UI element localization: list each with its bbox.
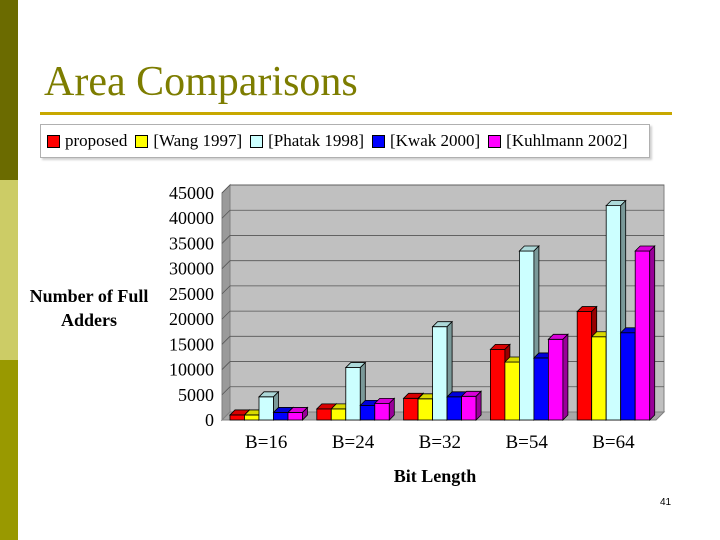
legend-swatch (250, 134, 264, 148)
x-tick-label: B=16 (245, 432, 287, 453)
y-tick-label: 5000 (178, 385, 214, 405)
bar (432, 326, 448, 421)
bar (519, 250, 535, 421)
bar (229, 414, 245, 421)
gridline-side (221, 235, 231, 244)
gridline-side (221, 310, 231, 320)
sidebar-block-top (0, 0, 18, 180)
legend-item: [Phatak 1998] (250, 131, 364, 151)
bar (605, 205, 622, 421)
page-number: 41 (660, 497, 672, 508)
sidebar-block-middle (0, 180, 18, 360)
x-tick-label: B=54 (505, 432, 548, 453)
chart-legend: proposed [Wang 1997] [Phatak 1998] [Kwak 20… (40, 124, 650, 158)
bar (287, 412, 303, 421)
legend-label: [Wang 1997] (153, 131, 243, 150)
y-tick-label: 10000 (169, 360, 214, 380)
bar (359, 404, 376, 421)
bar (548, 338, 564, 421)
title-rule (40, 112, 672, 115)
bar (316, 408, 332, 421)
bar (591, 336, 607, 421)
x-tick-label: B=64 (592, 432, 635, 453)
bar (461, 395, 477, 421)
y-tick-label: 40000 (169, 208, 214, 228)
legend-swatch (488, 134, 502, 148)
bar (345, 367, 361, 421)
bar (634, 250, 651, 421)
gridline-side (221, 336, 231, 345)
legend-item: [Kuhlmann 2002] (488, 131, 628, 151)
gridline-side (221, 285, 231, 295)
bar (576, 311, 593, 421)
legend-item: proposed (47, 131, 127, 151)
legend-label: [Kuhlmann 2002] (506, 131, 628, 150)
slide-sidebar (0, 0, 18, 540)
gridline-side (221, 209, 231, 219)
y-tick-label: 45000 (169, 183, 214, 203)
y-tick-label: 0 (205, 410, 214, 430)
bar-side (302, 406, 308, 421)
bar (533, 357, 549, 421)
legend-label: [Kwak 2000] (389, 131, 481, 150)
bar (330, 408, 347, 421)
gridline-side (221, 260, 231, 269)
sidebar-block-bottom (0, 360, 18, 540)
slide-title: Area Comparisons (44, 59, 358, 105)
bar-side (562, 333, 569, 421)
y-tick-label: 20000 (169, 309, 214, 329)
legend-label: [Phatak 1998] (268, 131, 364, 150)
legend-label: proposed (65, 131, 128, 150)
gridline-side (221, 184, 231, 194)
legend-swatch (135, 134, 149, 148)
y-axis-label: Number of Full Adders (29, 286, 149, 330)
y-tick-label: 15000 (169, 334, 214, 354)
bar (273, 412, 289, 421)
bar (446, 396, 463, 421)
gridline-side (221, 361, 231, 370)
y-tick-label: 35000 (169, 233, 214, 253)
bar (403, 397, 419, 421)
bar (258, 396, 274, 421)
legend-item: [Kwak 2000] (371, 131, 481, 151)
legend-swatch (47, 134, 60, 148)
bar (489, 348, 506, 421)
bar (417, 398, 434, 421)
bar-side (388, 397, 395, 421)
x-tick-label: B=32 (419, 432, 461, 453)
gridline-side (221, 386, 231, 396)
bar-side (649, 245, 656, 421)
bar-side (475, 390, 482, 421)
x-tick-label: B=24 (332, 432, 375, 453)
plot-side-wall (221, 183, 231, 422)
bar (504, 361, 520, 421)
legend-swatch (371, 134, 385, 148)
bar (244, 414, 260, 421)
x-axis-label: Bit Length (393, 466, 477, 486)
bar (620, 332, 636, 421)
y-tick-label: 30000 (169, 259, 214, 279)
y-tick-label: 25000 (169, 284, 214, 304)
legend-item: [Wang 1997] (135, 131, 242, 151)
bar (374, 402, 390, 421)
